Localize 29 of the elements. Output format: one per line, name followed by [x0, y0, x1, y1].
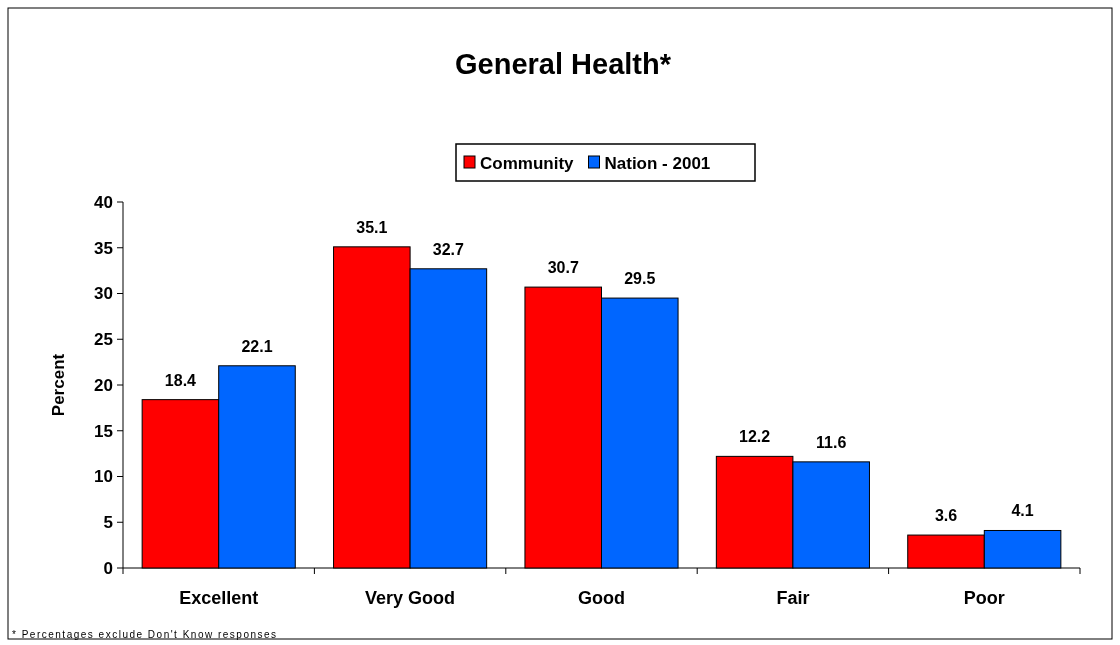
y-tick-label: 10	[94, 467, 113, 487]
y-tick-label: 30	[94, 284, 113, 304]
chart-title: General Health*	[455, 48, 672, 80]
data-label: 3.6	[934, 507, 958, 525]
data-label: 18.4	[164, 371, 197, 389]
y-tick-label: 15	[94, 421, 113, 441]
x-tick-label: Excellent	[179, 588, 259, 608]
data-label: 4.1	[1011, 502, 1034, 520]
data-label: 22.1	[241, 337, 273, 355]
y-tick-label: 25	[94, 330, 113, 350]
legend-label: Community	[480, 154, 575, 173]
data-label: 11.6	[816, 433, 847, 451]
data-label: 35.1	[356, 218, 388, 236]
x-tick-label: Fair	[776, 588, 810, 608]
y-tick-label: 0	[103, 558, 113, 578]
data-label: 32.7	[432, 240, 465, 258]
y-tick-label: 35	[94, 238, 113, 258]
data-label: 12.2	[739, 428, 771, 446]
data-label: 29.5	[624, 270, 656, 288]
y-tick-label: 40	[94, 192, 113, 212]
x-tick-label: Very Good	[365, 588, 456, 608]
y-tick-label: 20	[94, 375, 113, 395]
x-tick-label: Poor	[963, 588, 1005, 608]
y-axis-title: Percent	[49, 353, 68, 417]
y-tick-label: 5	[103, 513, 113, 533]
text: * Percentages exclude Don't Know responses	[12, 629, 278, 640]
legend-label: Nation - 2001	[604, 154, 711, 173]
data-label: 30.7	[547, 259, 579, 277]
x-tick-label: Good	[578, 588, 625, 608]
